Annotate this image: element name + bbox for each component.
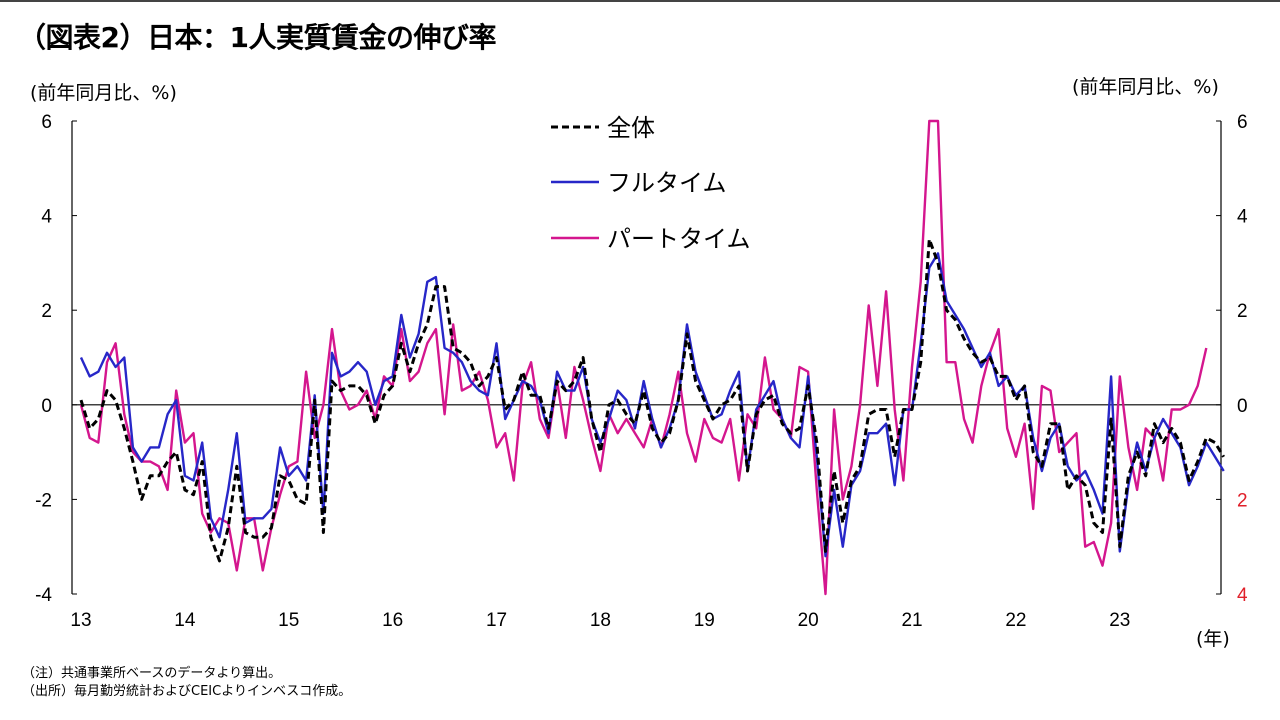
x-tick-label: 17 <box>486 610 507 631</box>
x-tick-label: 14 <box>174 610 196 631</box>
x-tick-label: 13 <box>70 610 91 631</box>
right-tick-label: 0 <box>1237 396 1248 417</box>
top-rule <box>0 0 1280 2</box>
chart-title: （図表2）日本：1人実質賃金の伸び率 <box>18 21 496 54</box>
x-tick-label: 16 <box>382 610 403 631</box>
right-tick-label: 4 <box>1237 207 1248 228</box>
x-tick-label: 23 <box>1109 610 1130 631</box>
left-tick-label: 2 <box>41 301 52 322</box>
footnote-note: （注）共通事業所ベースのデータより算出。 <box>22 666 282 681</box>
series-line-parttime <box>79 119 1208 596</box>
x-tick-label: 20 <box>798 610 819 631</box>
left-axis-unit: (前年同月比、%) <box>30 82 177 104</box>
left-tick-label: -4 <box>35 585 52 606</box>
legend-parttime-label: パートタイム <box>607 226 751 253</box>
right-tick-label: 2 <box>1237 490 1248 511</box>
left-tick-label: -2 <box>35 490 52 511</box>
x-tick-label: 21 <box>901 610 922 631</box>
x-tick-label: 18 <box>590 610 611 631</box>
series-line-fulltime <box>79 252 1225 558</box>
x-tick-label: 22 <box>1005 610 1026 631</box>
right-tick-label: 4 <box>1237 585 1248 606</box>
right-tick-label: 6 <box>1237 112 1248 133</box>
left-tick-label: 0 <box>41 396 52 417</box>
x-tick-label: 15 <box>278 610 299 631</box>
left-tick-label: 4 <box>41 207 52 228</box>
legend-total-label: 全体 <box>607 115 655 142</box>
axes: 6 64 42 20 0-2 2-4 413 14 15 16 17 18 19 20 21 22 23 <box>35 112 1248 631</box>
x-axis-unit: (年) <box>1196 628 1230 650</box>
left-tick-label: 6 <box>41 112 52 133</box>
right-tick-label: 2 <box>1237 301 1248 322</box>
series-layer <box>79 119 1225 596</box>
right-axis-unit: (前年同月比、%) <box>1072 76 1219 98</box>
footnotes: （注）共通事業所ベースのデータより算出。 （出所）毎月勤労統計およびCEICより… <box>22 665 351 701</box>
series-line-total <box>79 237 1225 563</box>
x-tick-label: 19 <box>694 610 715 631</box>
footnote-source: （出所）毎月勤労統計およびCEICよりインベスコ作成。 <box>22 684 352 699</box>
legend-fulltime-label: フルタイム <box>607 170 727 197</box>
